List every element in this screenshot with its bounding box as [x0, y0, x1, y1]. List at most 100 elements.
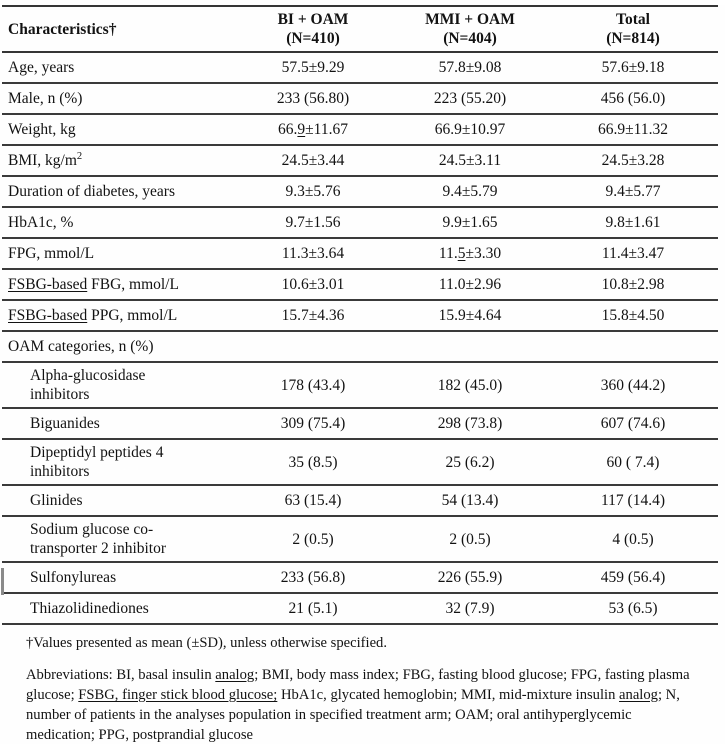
column-header-count: (N=404)	[443, 30, 497, 47]
cell-value: 9.4±5.77	[548, 176, 718, 208]
cell-value: 233 (56.80)	[234, 83, 392, 115]
cell-value: 10.8±2.98	[548, 269, 718, 301]
cell-value: 298 (73.8)	[392, 408, 548, 440]
cell-value: 233 (56.8)	[234, 562, 392, 594]
row-label: Male, n (%)	[2, 83, 234, 115]
row-label: OAM categories, n (%)	[2, 331, 234, 363]
cell-value: 226 (55.9)	[392, 562, 548, 594]
row-label: Sulfonylureas	[2, 562, 234, 594]
table-row: FSBG-based FBG, mmol/L 10.6±3.01 11.0±2.96…	[2, 269, 718, 301]
table-row: FSBG-based PPG, mmol/L 15.7±4.36 15.9±4.64…	[2, 300, 718, 332]
cell-value: 53 (6.5)	[548, 593, 718, 625]
cell-value: 4 (0.5)	[548, 516, 718, 563]
cell-value: 11.0±2.96	[392, 269, 548, 301]
cell-value: 10.6±3.01	[234, 269, 392, 301]
cell-value: 66.9±10.97	[392, 114, 548, 146]
characteristics-table: Characteristics† BI + OAM (N=410) MMI + OAM…	[2, 5, 718, 625]
table-row: Biguanides 309 (75.4) 298 (73.8) 607 (74.6)	[2, 408, 718, 440]
cell-value: 35 (8.5)	[234, 439, 392, 486]
cell-value: 15.7±4.36	[234, 300, 392, 332]
cell-value: 182 (45.0)	[392, 362, 548, 409]
row-label: Biguanides	[2, 408, 234, 440]
table-row: OAM categories, n (%)	[2, 331, 718, 363]
column-header-count: (N=814)	[606, 30, 660, 47]
table-row: BMI, kg/m2 24.5±3.44 24.5±3.11 24.5±3.28	[2, 145, 718, 177]
column-header-count: (N=410)	[286, 30, 340, 47]
row-label: Alpha-glucosidase inhibitors	[2, 362, 234, 409]
column-header-label: MMI + OAM	[425, 11, 515, 28]
cell-value: 32 (7.9)	[392, 593, 548, 625]
footnotes-block: †Values presented as mean (±SD), unless …	[26, 633, 702, 745]
table-row: Sodium glucose co- transporter 2 inhibit…	[2, 516, 718, 563]
column-header: Characteristics†	[2, 5, 234, 53]
cell-value: 2 (0.5)	[392, 516, 548, 563]
cell-value: 117 (14.4)	[548, 485, 718, 517]
table-row: Glinides 63 (15.4) 54 (13.4) 117 (14.4)	[2, 485, 718, 517]
cell-value: 360 (44.2)	[548, 362, 718, 409]
table-row: Duration of diabetes, years 9.3±5.76 9.4±5…	[2, 176, 718, 208]
cell-value: 223 (55.20)	[392, 83, 548, 115]
column-header: Total (N=814)	[548, 5, 718, 53]
cell-value: 456 (56.0)	[548, 83, 718, 115]
cell-value: 15.9±4.64	[392, 300, 548, 332]
column-header: MMI + OAM (N=404)	[392, 5, 548, 53]
row-label: Age, years	[2, 52, 234, 84]
cell-value: 24.5±3.28	[548, 145, 718, 177]
row-label: Thiazolidinediones	[2, 593, 234, 625]
cell-value: 459 (56.4)	[548, 562, 718, 594]
column-header-label: BI + OAM	[277, 11, 349, 28]
cell-value: 21 (5.1)	[234, 593, 392, 625]
row-label: FSBG-based FBG, mmol/L	[2, 269, 234, 301]
cell-value: 11.4±3.47	[548, 238, 718, 270]
cell-value: 11.3±3.64	[234, 238, 392, 270]
footnote-abbreviations: Abbreviations: BI, basal insulin analog;…	[26, 667, 690, 743]
cell-value: 57.6±9.18	[548, 52, 718, 84]
cell-value: 9.4±5.79	[392, 176, 548, 208]
column-header-label: Total	[616, 11, 650, 28]
cell-value: 2 (0.5)	[234, 516, 392, 563]
row-label: Dipeptidyl peptides 4 inhibitors	[2, 439, 234, 486]
table-row: Weight, kg 66.9±11.67 66.9±10.97 66.9±11.32	[2, 114, 718, 146]
table-row: Alpha-glucosidase inhibitors 178 (43.4) 18…	[2, 362, 718, 409]
table-row: HbA1c, % 9.7±1.56 9.9±1.65 9.8±1.61	[2, 207, 718, 239]
cell-value: 63 (15.4)	[234, 485, 392, 517]
row-label: FSBG-based PPG, mmol/L	[2, 300, 234, 332]
cell-value: 24.5±3.11	[392, 145, 548, 177]
table-row: Sulfonylureas 233 (56.8) 226 (55.9) 459 (56…	[2, 562, 718, 594]
row-label: FPG, mmol/L	[2, 238, 234, 270]
cell-value	[234, 331, 392, 363]
cell-value: 9.7±1.56	[234, 207, 392, 239]
row-label: Glinides	[2, 485, 234, 517]
cell-value: 11.5±3.30	[392, 238, 548, 270]
cell-value: 607 (74.6)	[548, 408, 718, 440]
table-row: Thiazolidinediones 21 (5.1) 32 (7.9) 53 (6.…	[2, 593, 718, 625]
row-label: Weight, kg	[2, 114, 234, 146]
row-label: HbA1c, %	[2, 207, 234, 239]
cell-value: 309 (75.4)	[234, 408, 392, 440]
cell-value: 24.5±3.44	[234, 145, 392, 177]
row-label: BMI, kg/m2	[2, 145, 234, 177]
column-header: BI + OAM (N=410)	[234, 5, 392, 53]
cell-value: 57.8±9.08	[392, 52, 548, 84]
cell-value: 9.3±5.76	[234, 176, 392, 208]
cell-value	[548, 331, 718, 363]
cell-value: 25 (6.2)	[392, 439, 548, 486]
table-row: Dipeptidyl peptides 4 inhibitors 35 (8.5)…	[2, 439, 718, 486]
table-row: Age, years 57.5±9.29 57.8±9.08 57.6±9.18	[2, 52, 718, 84]
cell-value: 60 ( 7.4)	[548, 439, 718, 486]
cell-value: 9.9±1.65	[392, 207, 548, 239]
table-header: Characteristics† BI + OAM (N=410) MMI + OAM…	[2, 5, 718, 53]
cell-value: 57.5±9.29	[234, 52, 392, 84]
document-page: Characteristics† BI + OAM (N=410) MMI + OAM…	[0, 5, 725, 744]
cell-value	[392, 331, 548, 363]
cell-value: 66.9±11.32	[548, 114, 718, 146]
row-label: Sodium glucose co- transporter 2 inhibit…	[2, 516, 234, 563]
footnote-values-note: †Values presented as mean (±SD), unless …	[26, 635, 387, 651]
header-row: Characteristics† BI + OAM (N=410) MMI + OAM…	[2, 5, 718, 53]
cell-value: 9.8±1.61	[548, 207, 718, 239]
cell-value: 178 (43.4)	[234, 362, 392, 409]
cell-value: 54 (13.4)	[392, 485, 548, 517]
scan-artifact-mark	[1, 568, 4, 595]
cell-value: 15.8±4.50	[548, 300, 718, 332]
table-row: Male, n (%) 233 (56.80) 223 (55.20) 456 (56…	[2, 83, 718, 115]
